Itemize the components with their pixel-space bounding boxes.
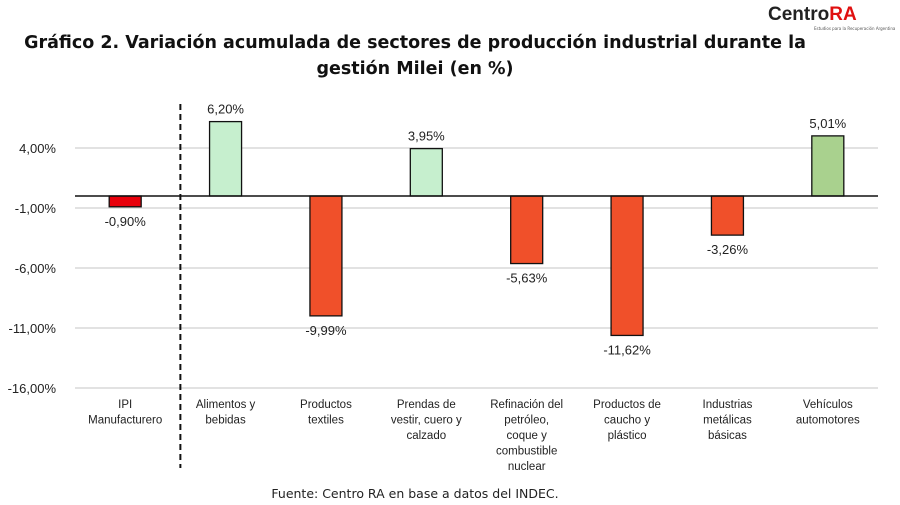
x-tick-label: Productos xyxy=(300,399,352,411)
y-tick-label: -1,00% xyxy=(15,201,57,216)
x-tick-label: combustible xyxy=(496,446,557,458)
x-tick-label: básicas xyxy=(708,430,747,442)
x-tick-label: vestir, cuero y xyxy=(391,415,462,427)
data-label: 5,01% xyxy=(809,116,846,131)
x-tick-label: Refinación del xyxy=(490,399,563,411)
bar xyxy=(208,120,243,197)
x-tick-label: plástico xyxy=(608,430,647,442)
data-label: 3,95% xyxy=(408,129,445,144)
x-tick-label: Prendas de xyxy=(397,399,456,411)
bar xyxy=(108,195,142,208)
x-tick-label: textiles xyxy=(308,415,344,427)
title-line-1: Gráfico 2. Variación acumulada de sector… xyxy=(24,33,806,53)
centro-ra-logo: CentroRA Estudios para la Recuperación A… xyxy=(768,4,896,31)
x-tick-label: Productos de xyxy=(593,399,661,411)
data-label: -11,62% xyxy=(603,342,651,357)
bar xyxy=(309,195,343,317)
x-tick-label: IPI xyxy=(118,399,132,411)
x-tick-label: metálicas xyxy=(703,415,752,427)
source-note: Fuente: Centro RA en base a datos del IN… xyxy=(271,486,559,501)
x-tick-label: coque y xyxy=(507,430,548,442)
x-tick-label: caucho y xyxy=(604,415,650,427)
chart-title: Gráfico 2. Variación acumulada de sector… xyxy=(0,30,830,82)
x-tick-label: Alimentos y xyxy=(196,399,256,411)
x-tick-label: bebidas xyxy=(205,415,246,427)
data-label: -9,99% xyxy=(305,323,347,338)
x-tick-label: nuclear xyxy=(508,461,546,473)
x-tick-label: calzado xyxy=(406,430,446,442)
y-tick-label: -6,00% xyxy=(15,261,57,276)
y-tick-label: -11,00% xyxy=(9,321,57,336)
title-line-2: gestión Milei (en %) xyxy=(316,59,514,79)
x-tick-label: Vehículos xyxy=(803,399,853,411)
data-label: -3,26% xyxy=(707,242,749,257)
x-tick-label: Manufacturero xyxy=(88,415,162,427)
bar xyxy=(409,147,443,197)
x-tick-label: Industrias xyxy=(703,399,753,411)
x-tick-label: automotores xyxy=(796,415,860,427)
data-label: 6,20% xyxy=(207,102,244,117)
y-tick-label: 4,00% xyxy=(19,141,56,156)
bar xyxy=(710,195,745,236)
data-label: -5,63% xyxy=(506,271,548,286)
x-tick-label: petróleo, xyxy=(504,415,549,427)
bar xyxy=(510,195,544,265)
bar xyxy=(811,135,845,197)
data-label: -0,90% xyxy=(105,214,147,229)
bar xyxy=(610,195,644,337)
y-tick-label: -16,00% xyxy=(8,381,57,396)
